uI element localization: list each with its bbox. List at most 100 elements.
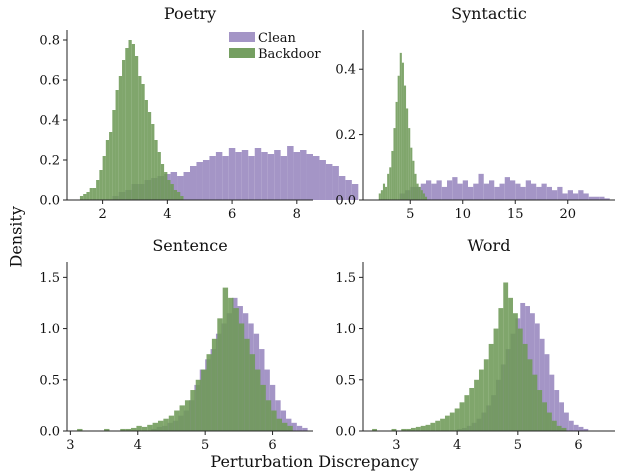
histogram-bar (269, 384, 276, 431)
histogram-bar (157, 420, 164, 431)
histogram-bar (280, 156, 288, 200)
histogram-bar (462, 180, 468, 200)
histogram-bar (583, 193, 589, 200)
histogram-bar (300, 150, 307, 200)
histogram-bar (537, 390, 543, 431)
histogram-bar (561, 427, 567, 431)
histogram-bar (151, 124, 155, 200)
histogram-bar (104, 428, 110, 431)
y-tick-label: 0.0 (335, 194, 356, 209)
histogram-bar (141, 84, 145, 200)
histogram-bar (401, 428, 407, 431)
histogram-bar (174, 410, 180, 431)
histogram-bar (508, 297, 513, 431)
histogram-bar (131, 427, 137, 431)
y-tick-label: 0.8 (39, 34, 60, 49)
y-tick-label: 0.0 (39, 194, 60, 209)
histogram-bar (546, 412, 552, 431)
histogram-bar (351, 184, 359, 200)
histogram-bar (345, 180, 352, 200)
histogram-bar (406, 108, 409, 200)
histogram-bar (440, 418, 445, 431)
histogram-bar (332, 166, 339, 200)
histogram-bar (387, 173, 390, 200)
histogram-bar (167, 180, 171, 200)
histogram-bar (567, 190, 573, 200)
histogram-bar (559, 402, 564, 431)
histogram-bar (483, 359, 489, 431)
histogram-bar (96, 180, 100, 200)
histogram-bar (248, 156, 255, 200)
x-tick-label: 5 (514, 438, 522, 453)
histogram-bar (563, 412, 569, 431)
legend-label-clean: Clean (258, 31, 297, 46)
histogram-bar (173, 190, 178, 200)
histogram-bar (136, 425, 142, 431)
histogram-bar (79, 196, 84, 200)
histogram-bar (544, 354, 550, 431)
histogram-bar (444, 415, 450, 431)
histogram-bar (556, 425, 562, 431)
histogram-bar (267, 154, 275, 200)
histogram-bar (452, 177, 458, 200)
histogram-bar (512, 313, 518, 431)
panel-title: Syntactic (451, 4, 527, 23)
histogram-bar (397, 75, 400, 200)
histogram-bar (325, 164, 333, 200)
histogram-bar (296, 425, 303, 431)
panel-title: Sentence (152, 236, 227, 255)
histogram-bar (410, 147, 413, 200)
histogram-bar (430, 422, 436, 431)
histogram-bar (382, 183, 386, 200)
histogram-bar (190, 166, 197, 200)
histogram-bar (568, 420, 574, 431)
panel-syntactic: 5 10 15 20 0.0 0.2 0.4 Syntactic (335, 4, 615, 222)
series-clean (112, 146, 359, 200)
histogram-bar (249, 354, 256, 431)
histogram-bar (228, 148, 236, 200)
histogram-bar (422, 193, 425, 200)
histogram-bar (412, 160, 415, 200)
histogram-bar (184, 400, 191, 431)
histogram-bar (494, 186, 500, 200)
histogram-bar (274, 150, 281, 200)
y-tick-label: 1.0 (335, 322, 356, 337)
histogram-bar (393, 128, 396, 200)
histogram-bar (141, 426, 148, 431)
histogram-bar (120, 428, 126, 431)
histogram-bar (286, 418, 292, 431)
y-tick-label: 0.5 (335, 373, 356, 388)
histogram-bar (395, 101, 398, 200)
histogram-bar (441, 186, 447, 200)
histogram-bar (238, 323, 245, 431)
histogram-bar (457, 183, 463, 200)
histogram-bar (406, 428, 411, 431)
histogram-bar (83, 194, 87, 200)
histogram-bar (306, 154, 313, 200)
histogram-bar (549, 374, 555, 431)
histogram-bar (134, 56, 139, 200)
histogram-bar (604, 198, 610, 200)
histogram-bar (493, 328, 499, 431)
panel-title: Word (468, 236, 511, 255)
histogram-bar (447, 180, 453, 200)
histogram-bar (280, 410, 287, 431)
histogram-bar (260, 384, 266, 431)
panel-title: Poetry (164, 4, 216, 23)
histogram-bar (424, 196, 428, 200)
histogram-bar (128, 40, 132, 200)
histogram-bar (144, 100, 148, 200)
histogram-bar (431, 183, 437, 200)
histogram-bar (157, 152, 161, 200)
histogram-bar (122, 60, 126, 200)
histogram-bar (403, 85, 407, 200)
histogram-bar (425, 424, 431, 431)
histogram-bar (222, 287, 229, 431)
histogram-bar (313, 156, 320, 200)
histogram-bar (177, 176, 184, 200)
histogram-bar (436, 180, 442, 200)
shared-y-axis-label: Density (6, 206, 26, 268)
histogram-bar (498, 308, 504, 431)
